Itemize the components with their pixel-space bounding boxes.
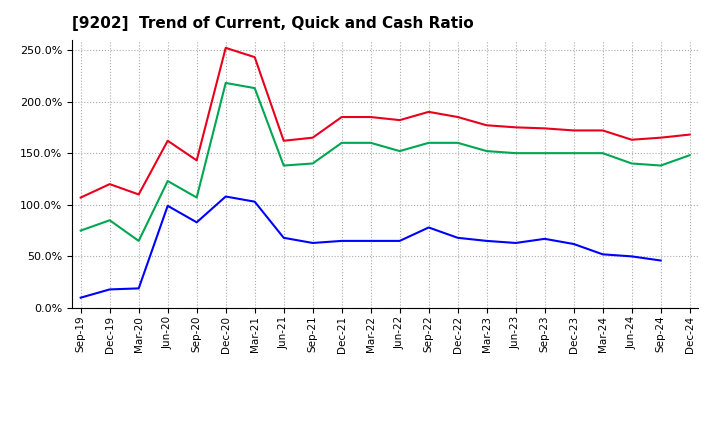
Current Ratio <box>541 126 549 131</box>
Current Ratio <box>366 114 375 120</box>
Cash Ratio <box>454 235 462 240</box>
Cash Ratio <box>657 258 665 263</box>
Cash Ratio <box>192 220 201 225</box>
Cash Ratio <box>366 238 375 244</box>
Line: Cash Ratio: Cash Ratio <box>81 197 661 298</box>
Quick Ratio <box>511 150 520 156</box>
Cash Ratio <box>163 203 172 209</box>
Cash Ratio <box>541 236 549 242</box>
Current Ratio <box>135 192 143 197</box>
Quick Ratio <box>338 140 346 146</box>
Current Ratio <box>105 181 114 187</box>
Quick Ratio <box>570 150 578 156</box>
Quick Ratio <box>627 161 636 166</box>
Current Ratio <box>221 45 230 51</box>
Line: Quick Ratio: Quick Ratio <box>81 83 690 241</box>
Cash Ratio <box>221 194 230 199</box>
Current Ratio <box>598 128 607 133</box>
Current Ratio <box>424 109 433 114</box>
Quick Ratio <box>657 163 665 168</box>
Current Ratio <box>511 125 520 130</box>
Quick Ratio <box>454 140 462 146</box>
Current Ratio <box>570 128 578 133</box>
Quick Ratio <box>395 148 404 154</box>
Cash Ratio <box>76 295 85 301</box>
Cash Ratio <box>105 287 114 292</box>
Current Ratio <box>657 135 665 140</box>
Current Ratio <box>482 123 491 128</box>
Current Ratio <box>395 117 404 123</box>
Cash Ratio <box>482 238 491 244</box>
Cash Ratio <box>424 225 433 230</box>
Quick Ratio <box>251 85 259 91</box>
Cash Ratio <box>598 252 607 257</box>
Current Ratio <box>454 114 462 120</box>
Current Ratio <box>627 137 636 143</box>
Quick Ratio <box>76 228 85 233</box>
Current Ratio <box>163 138 172 143</box>
Quick Ratio <box>105 218 114 223</box>
Quick Ratio <box>482 148 491 154</box>
Cash Ratio <box>627 254 636 259</box>
Line: Current Ratio: Current Ratio <box>81 48 690 198</box>
Quick Ratio <box>424 140 433 146</box>
Quick Ratio <box>685 153 694 158</box>
Quick Ratio <box>308 161 317 166</box>
Cash Ratio <box>511 240 520 246</box>
Cash Ratio <box>395 238 404 244</box>
Cash Ratio <box>135 286 143 291</box>
Quick Ratio <box>366 140 375 146</box>
Quick Ratio <box>221 81 230 86</box>
Quick Ratio <box>135 238 143 244</box>
Cash Ratio <box>338 238 346 244</box>
Cash Ratio <box>308 240 317 246</box>
Quick Ratio <box>541 150 549 156</box>
Current Ratio <box>685 132 694 137</box>
Cash Ratio <box>251 199 259 204</box>
Current Ratio <box>76 195 85 200</box>
Current Ratio <box>251 55 259 60</box>
Quick Ratio <box>163 178 172 183</box>
Current Ratio <box>338 114 346 120</box>
Current Ratio <box>308 135 317 140</box>
Quick Ratio <box>598 150 607 156</box>
Cash Ratio <box>279 235 288 240</box>
Quick Ratio <box>279 163 288 168</box>
Current Ratio <box>279 138 288 143</box>
Current Ratio <box>192 158 201 163</box>
Cash Ratio <box>570 242 578 247</box>
Text: [9202]  Trend of Current, Quick and Cash Ratio: [9202] Trend of Current, Quick and Cash … <box>72 16 474 32</box>
Quick Ratio <box>192 195 201 200</box>
